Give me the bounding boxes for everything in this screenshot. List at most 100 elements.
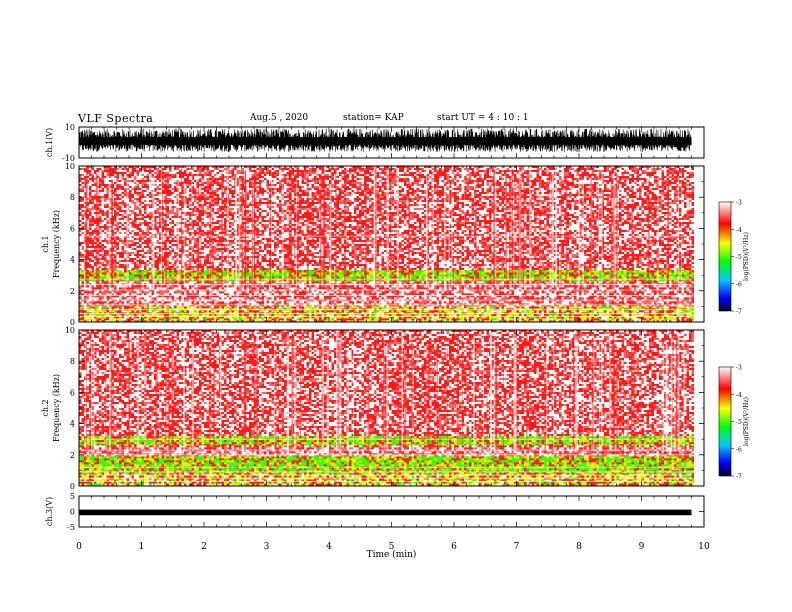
sferic-streak xyxy=(386,343,388,451)
sferic-streak xyxy=(111,344,112,451)
sferic-streak xyxy=(447,349,448,452)
sferic-streak xyxy=(689,173,690,288)
sferic-streak xyxy=(99,172,100,288)
sferic-streak xyxy=(137,337,139,452)
sferic-streak xyxy=(546,332,547,451)
sferic-streak xyxy=(220,332,222,452)
sferic-streak xyxy=(437,349,438,452)
sferic-streak xyxy=(84,178,85,288)
sferic-streak xyxy=(613,186,614,288)
sferic-streak xyxy=(616,347,618,452)
sferic-streak xyxy=(347,347,349,452)
sferic-streak xyxy=(663,348,665,452)
sferic-streak xyxy=(437,182,438,288)
sferic-streak xyxy=(452,171,453,288)
sferic-streak xyxy=(517,347,519,452)
sferic-streak xyxy=(365,181,367,288)
sferic-streak xyxy=(668,181,669,287)
y-tick-label: 10 xyxy=(65,123,75,132)
sferic-streak xyxy=(307,175,309,288)
sferic-streak xyxy=(161,172,162,288)
sferic-streak xyxy=(573,335,574,452)
sferic-streak xyxy=(112,180,113,288)
sferic-streak xyxy=(529,168,531,288)
sferic-streak xyxy=(128,339,130,452)
sferic-streak xyxy=(210,172,212,287)
sferic-streak xyxy=(387,172,389,287)
sferic-streak xyxy=(397,174,399,288)
sferic-streak xyxy=(539,345,540,452)
x-tick-label: 8 xyxy=(576,542,582,552)
sferic-streak xyxy=(236,174,237,288)
sferic-streak xyxy=(611,171,612,288)
sferic-streak xyxy=(97,174,98,288)
sferic-streak xyxy=(449,182,450,288)
y-axis-label: ch.3(V) xyxy=(45,497,54,526)
sferic-streak xyxy=(335,169,336,288)
sferic-streak xyxy=(544,343,546,452)
y-tick-label: 2 xyxy=(70,451,75,460)
sferic-streak xyxy=(109,332,111,452)
y-tick-label: 8 xyxy=(70,357,75,366)
sferic-streak xyxy=(425,344,426,452)
sferic-streak xyxy=(184,183,186,288)
sferic-streak xyxy=(601,340,602,452)
ch1-waveform-core xyxy=(79,137,692,145)
sferic-streak xyxy=(411,336,412,451)
sferic-streak xyxy=(339,338,341,452)
sferic-streak xyxy=(390,166,391,288)
sferic-streak xyxy=(616,173,617,287)
sferic-streak xyxy=(666,341,667,452)
y-tick-label: 5 xyxy=(70,492,75,501)
sferic-streak xyxy=(464,172,465,288)
sferic-streak xyxy=(648,180,650,287)
sferic-streak xyxy=(252,178,253,288)
y-tick-label: 10 xyxy=(65,326,75,335)
x-tick-label: 1 xyxy=(139,542,145,552)
sferic-streak xyxy=(374,169,376,288)
sferic-streak xyxy=(91,347,92,452)
sferic-streak xyxy=(181,168,183,287)
sferic-streak xyxy=(162,168,163,288)
x-tick-label: 9 xyxy=(639,542,645,552)
sferic-streak xyxy=(290,178,292,288)
colorbar xyxy=(719,202,731,311)
sferic-streak xyxy=(623,339,624,452)
ch3-waveform-band xyxy=(79,510,692,516)
sferic-streak xyxy=(183,334,185,452)
colorbar-label: log(PSD)(V²/Hz) xyxy=(743,397,750,446)
x-tick-label: 7 xyxy=(514,542,520,552)
sferic-streak xyxy=(674,342,675,452)
sferic-streak xyxy=(85,339,86,451)
sferic-streak xyxy=(297,183,299,288)
sferic-streak xyxy=(192,172,193,287)
sferic-streak xyxy=(526,331,527,452)
x-tick-label: 3 xyxy=(264,542,270,552)
sferic-streak xyxy=(458,346,459,452)
sferic-streak xyxy=(539,179,540,288)
sferic-streak xyxy=(681,166,682,288)
sferic-streak xyxy=(493,169,495,288)
sferic-streak xyxy=(278,341,279,452)
sferic-streak xyxy=(361,174,362,288)
sferic-streak xyxy=(566,175,568,287)
y-tick-label: 6 xyxy=(70,224,75,233)
colorbar-tick-label: -5 xyxy=(736,254,742,261)
sferic-streak xyxy=(552,173,554,288)
y-tick-label: 0 xyxy=(70,482,75,491)
sferic-streak xyxy=(434,347,435,452)
x-axis-label: Time (min) xyxy=(367,549,417,560)
sferic-streak xyxy=(523,180,525,288)
sferic-streak xyxy=(399,331,400,452)
sferic-streak xyxy=(671,338,673,451)
sferic-streak xyxy=(172,335,174,452)
colorbar-tick-label: -3 xyxy=(736,200,742,207)
x-tick-label: 6 xyxy=(451,542,457,552)
sferic-streak xyxy=(551,174,552,288)
sferic-streak xyxy=(322,341,324,452)
y-tick-label: 8 xyxy=(70,193,75,202)
sferic-streak xyxy=(282,337,283,452)
sferic-streak xyxy=(254,183,255,288)
sferic-streak xyxy=(295,340,296,452)
colorbar-tick-label: -6 xyxy=(736,446,742,453)
